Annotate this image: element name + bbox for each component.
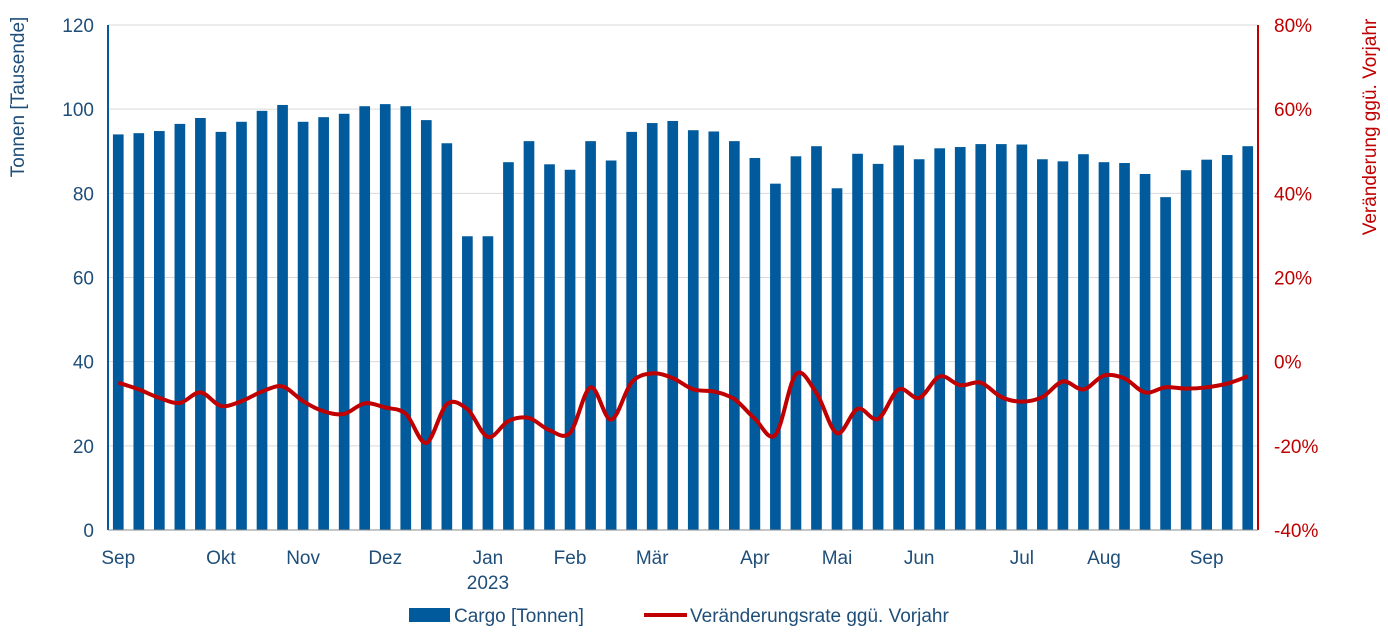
x-tick-label: Jan (473, 548, 504, 569)
cargo-bar (1221, 155, 1233, 530)
change-rate-line (117, 370, 1249, 445)
x-tick-label: Dez (368, 548, 402, 569)
cargo-bar (893, 145, 904, 530)
x-tick-label: Apr (740, 548, 770, 569)
cargo-bar (995, 144, 1007, 531)
left-tick-label: 0 (83, 521, 94, 542)
x-tick-label: Sep (1190, 548, 1224, 569)
cargo-bar (112, 134, 124, 530)
cargo-bar (1037, 159, 1048, 530)
legend-swatch-cargo (409, 608, 450, 622)
left-axis-ticks: 0 20 40 60 80 100 120 (62, 16, 94, 542)
x-tick-label: Jun (904, 548, 935, 569)
cargo-bar (256, 110, 268, 530)
right-tick-label: 40% (1274, 184, 1312, 205)
x-axis-ticks: Sep Okt Nov Dez Jan 2023 Feb Mär Apr Mai Jun Jul Aug… (101, 548, 1223, 594)
cargo-bar (852, 153, 863, 530)
right-tick-label: 0% (1274, 353, 1302, 374)
cargo-bar (318, 117, 329, 530)
right-tick-label: 20% (1274, 269, 1312, 290)
cargo-bar (626, 131, 637, 530)
cargo-bar (770, 183, 781, 530)
x-tick-label: Mai (822, 548, 853, 569)
legend-label-change-rate: Veränderungsrate ggü. Vorjahr (690, 606, 949, 627)
left-tick-label: 40 (73, 353, 94, 374)
cargo-bar (872, 163, 884, 530)
right-tick-label: 80% (1274, 16, 1312, 37)
cargo-bar (934, 148, 946, 530)
cargo-bar (133, 133, 145, 530)
legend-label-cargo: Cargo [Tonnen] (454, 606, 584, 627)
cargo-bar (811, 146, 822, 530)
cargo-bar (379, 104, 391, 530)
left-axis-title: Tonnen [Tausende] (8, 17, 29, 178)
cargo-bar (749, 157, 761, 530)
cargo-bar (1242, 146, 1254, 530)
cargo-bar (913, 159, 925, 530)
cargo-bar (1016, 144, 1028, 530)
x-tick-label: Mär (636, 548, 669, 569)
cargo-bar (646, 123, 658, 530)
x-tick-label: Feb (554, 548, 587, 569)
right-tick-label: -40% (1274, 521, 1318, 542)
right-axis-title: Veränderung ggü. Vorjahr (1360, 18, 1381, 235)
cargo-bar (544, 164, 555, 530)
cargo-bar (975, 144, 987, 531)
cargo-bar (400, 106, 412, 531)
x-tick-label: Nov (286, 548, 320, 569)
cargo-bar (420, 120, 432, 530)
left-tick-label: 20 (73, 437, 94, 458)
cargo-bar (831, 188, 843, 531)
cargo-bar (441, 143, 453, 531)
cargo-bar (277, 104, 288, 530)
left-tick-label: 100 (62, 100, 94, 121)
x-tick-label: Jul (1010, 548, 1034, 569)
cargo-bar (585, 141, 596, 530)
cargo-bar (1201, 159, 1212, 530)
x-tick-label: Aug (1087, 548, 1121, 569)
right-tick-label: -20% (1274, 437, 1318, 458)
cargo-bar (1098, 162, 1110, 531)
left-tick-label: 80 (73, 184, 94, 205)
x-tick-label: Okt (206, 548, 236, 569)
left-tick-label: 120 (62, 16, 94, 37)
cargo-bar (1160, 197, 1171, 530)
cargo-bar (564, 169, 576, 530)
cargo-bar (215, 131, 227, 530)
cargo-bar (954, 147, 966, 530)
cargo-bar (708, 131, 720, 531)
cargo-bar (174, 123, 186, 530)
change-rate-line-group (117, 370, 1249, 445)
cargo-bar (236, 121, 247, 531)
cargo-bar (523, 141, 535, 530)
cargo-bar (687, 130, 699, 531)
cargo-bar (1078, 154, 1089, 530)
cargo-bar (338, 113, 350, 530)
cargo-bar (359, 106, 371, 531)
cargo-bar (297, 121, 309, 531)
cargo-bar (1119, 163, 1130, 531)
axes (107, 25, 1259, 531)
cargo-bar (503, 162, 514, 531)
cargo-bar (1139, 173, 1151, 530)
cargo-bars (112, 104, 1254, 531)
left-tick-label: 60 (73, 269, 94, 290)
cargo-bar (482, 236, 494, 530)
x-tick-label: Sep (101, 548, 135, 569)
cargo-bar (462, 236, 473, 530)
x-tick-label: 2023 (467, 573, 509, 594)
cargo-bar (605, 160, 617, 530)
cargo-bar (195, 118, 206, 531)
right-axis-ticks: -40% -20% 0% 20% 40% 60% 80% (1274, 16, 1318, 542)
cargo-bar (667, 120, 679, 530)
cargo-bar (1180, 170, 1192, 530)
cargo-bar (154, 131, 165, 531)
right-tick-label: 60% (1274, 100, 1312, 121)
cargo-bar (1057, 161, 1069, 530)
legend: Cargo [Tonnen] Veränderungsrate ggü. Vor… (409, 606, 949, 627)
cargo-bar (729, 141, 740, 530)
cargo-bar (790, 156, 802, 531)
